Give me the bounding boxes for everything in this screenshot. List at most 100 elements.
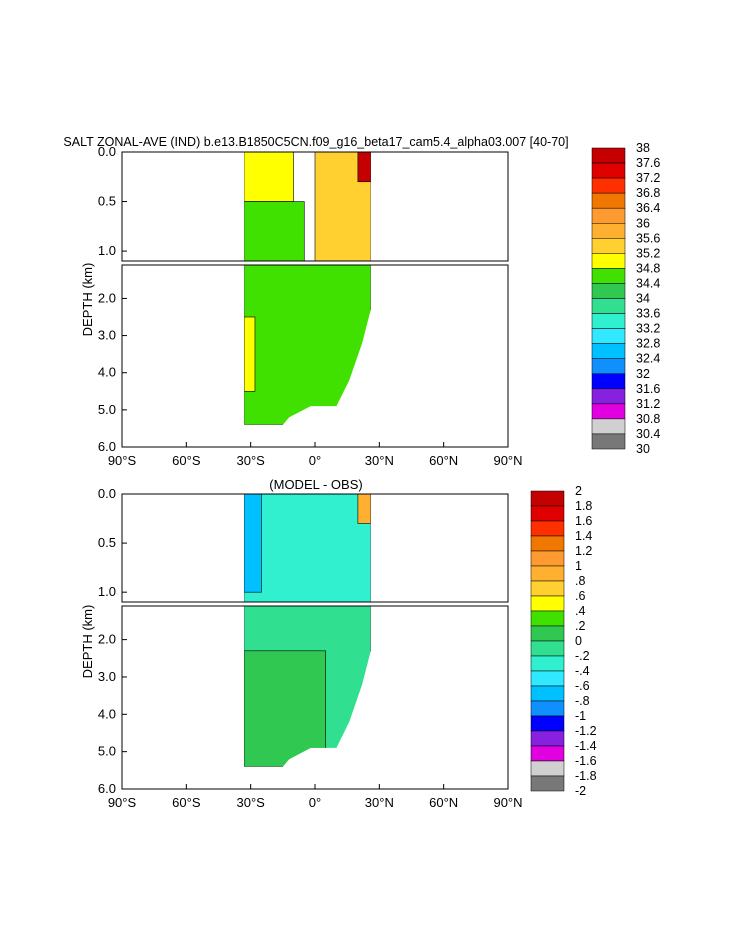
y-tick-label: 0.0 <box>98 144 116 159</box>
colorbar-label: 31.6 <box>636 382 660 396</box>
colorbar-label: 35.2 <box>636 246 660 260</box>
colorbar-label: 36 <box>636 216 650 230</box>
colorbar-label: 34.4 <box>636 276 660 290</box>
x-tick-label: 60°N <box>429 795 458 810</box>
colorbar-label: -.2 <box>575 649 590 663</box>
field-region <box>244 260 371 425</box>
colorbar-swatch <box>530 610 565 627</box>
difference-panel: (MODEL - OBS) 90°S 60°S 30°S 0° 30°N 60°N 90°N 0… <box>80 477 597 810</box>
x-tick-label: 90°N <box>493 453 522 468</box>
y-axis-label: DEPTH (km) <box>80 605 95 679</box>
colorbar-label: 30.8 <box>636 412 660 426</box>
colorbar-label: 1.2 <box>575 544 592 558</box>
colorbar-label: 37.6 <box>636 156 660 170</box>
y-tick-label: 1.0 <box>98 584 116 599</box>
colorbar-label: 35.6 <box>636 231 660 245</box>
colorbar-swatch <box>591 418 626 435</box>
field-region <box>244 494 371 603</box>
colorbar-swatch <box>591 388 626 405</box>
colorbar-swatch <box>530 700 565 717</box>
colorbar-label: -1.6 <box>575 754 597 768</box>
y-tick-label: 4.0 <box>98 365 116 380</box>
colorbar-swatch <box>591 403 626 420</box>
colorbar-label: .8 <box>575 574 585 588</box>
colorbar-label: 36.8 <box>636 186 660 200</box>
field-region <box>244 494 262 593</box>
colorbar-swatch <box>530 715 565 732</box>
colorbar-swatch <box>530 670 565 687</box>
colorbar-label: 30.4 <box>636 427 660 441</box>
colorbar-label: 31.2 <box>636 397 660 411</box>
colorbar-swatch <box>530 730 565 747</box>
colorbar-label: 1.4 <box>575 529 592 543</box>
colorbar-label: 38 <box>636 141 650 155</box>
colorbar-label: .4 <box>575 604 585 618</box>
colorbar-label: -2 <box>575 784 586 798</box>
colorbar-swatch <box>530 535 565 552</box>
salinity-panel: SALT ZONAL-AVE (IND) b.e13.B1850C5CN.f09… <box>63 135 660 468</box>
colorbar-swatch <box>530 520 565 537</box>
x-tick-label: 30°N <box>365 453 394 468</box>
y-tick-label: 6.0 <box>98 781 116 796</box>
colorbar-label: 32.4 <box>636 352 660 366</box>
colorbar-swatch <box>530 505 565 522</box>
colorbar-label: .6 <box>575 589 585 603</box>
colorbar-swatch <box>530 595 565 612</box>
colorbar-swatch <box>591 343 626 359</box>
y-tick-label: 2.0 <box>98 290 116 305</box>
y-axis-label: DEPTH (km) <box>80 263 95 337</box>
colorbar-label: -1.4 <box>575 739 597 753</box>
chart-title: (MODEL - OBS) <box>269 477 362 492</box>
y-tick-label: 6.0 <box>98 439 116 454</box>
x-tick-label: 30°N <box>365 795 394 810</box>
colorbar-label: 0 <box>575 634 582 648</box>
colorbar-label: 34 <box>636 292 650 306</box>
colorbar-swatch <box>530 490 565 507</box>
colorbar-swatch <box>530 655 565 672</box>
colorbar-swatch <box>591 223 626 239</box>
colorbar-swatch <box>530 760 565 777</box>
y-tick-label: 4.0 <box>98 706 116 721</box>
x-tick-label: 60°N <box>429 453 458 468</box>
colorbar-swatch <box>530 550 565 567</box>
colorbar-label: -1.8 <box>575 769 597 783</box>
colorbar-swatch <box>530 580 565 597</box>
data-field <box>244 494 371 767</box>
x-tick-label: 30°S <box>236 795 265 810</box>
colorbar-label: 34.8 <box>636 261 660 275</box>
colorbar-swatch <box>591 313 626 329</box>
colorbar-label: 1.6 <box>575 514 592 528</box>
x-tick-label: 0° <box>309 453 321 468</box>
colorbar-swatch <box>530 640 565 657</box>
colorbar-swatch <box>530 565 565 582</box>
colorbar-swatch <box>591 192 626 209</box>
x-tick-label: 90°S <box>108 795 137 810</box>
field-region <box>244 316 256 392</box>
colorbar-label: 33.6 <box>636 307 660 321</box>
field-region <box>244 201 305 262</box>
colorbar-label: 32.8 <box>636 337 660 351</box>
colorbar-label: -1 <box>575 709 586 723</box>
x-tick-label: 60°S <box>172 795 201 810</box>
colorbar-swatch <box>530 625 565 642</box>
data-field <box>244 152 371 425</box>
y-tick-label: 0.5 <box>98 194 116 209</box>
colorbar-swatch <box>591 328 626 344</box>
y-tick-label: 3.0 <box>98 328 116 343</box>
colorbar-swatch <box>530 685 565 702</box>
colorbar-swatch <box>591 207 626 224</box>
panel-gap <box>122 261 508 265</box>
colorbar-swatch <box>591 358 626 375</box>
upper-frame <box>121 151 509 262</box>
colorbar-swatch <box>591 177 626 194</box>
colorbar-label: 2 <box>575 484 582 498</box>
colorbar-swatch <box>591 147 626 164</box>
y-tick-label: 1.0 <box>98 243 116 258</box>
colorbar-swatch <box>591 298 626 314</box>
x-tick-label: 60°S <box>172 453 201 468</box>
y-tick-label: 2.0 <box>98 632 116 647</box>
field-region <box>357 152 371 183</box>
y-tick-label: 5.0 <box>98 402 116 417</box>
colorbar-label: -.4 <box>575 664 590 678</box>
